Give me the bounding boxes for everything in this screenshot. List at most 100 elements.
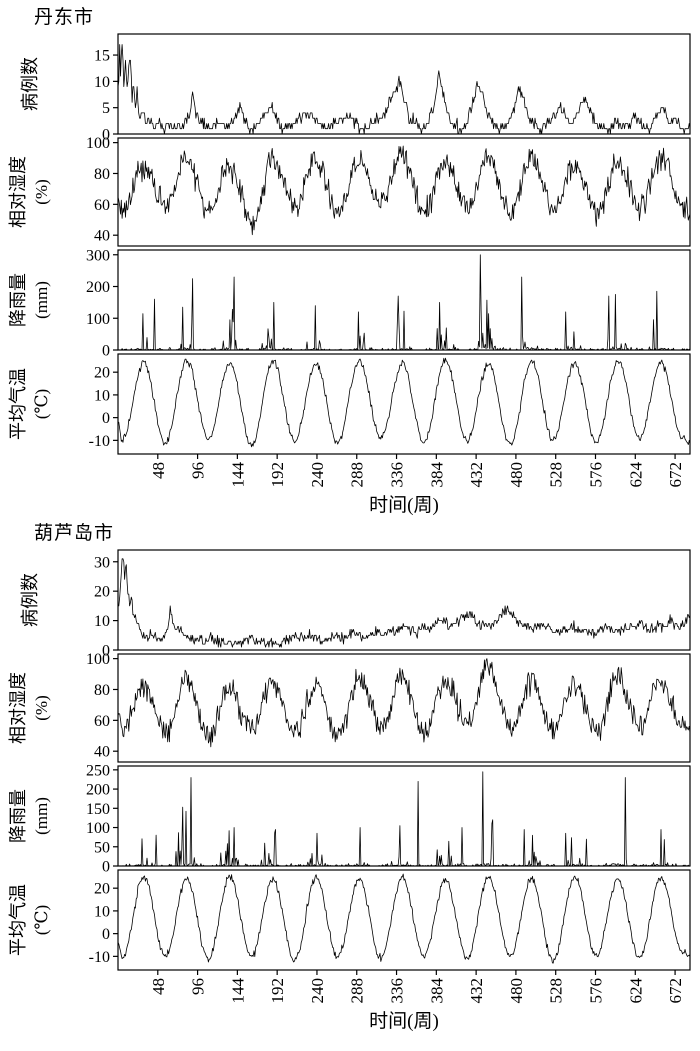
x-tick-label: 528: [547, 978, 566, 1004]
x-tick-label: 240: [308, 462, 327, 488]
humidity-series-line: [117, 658, 691, 748]
x-tick-label: 192: [268, 978, 287, 1004]
y-tick-label: 0: [102, 343, 110, 360]
y-tick-label: 0: [102, 859, 110, 876]
y-tick-label: 15: [94, 48, 110, 65]
x-axis-title-dandong: 时间(周): [369, 495, 439, 516]
y-axis-label: 病例数: [20, 573, 40, 627]
cases-series-line: [118, 558, 691, 648]
cases-series-line: [117, 44, 691, 135]
y-axis-label: 相对湿度: [8, 672, 28, 744]
temperature-series-line: [117, 873, 691, 964]
y-tick-label: 20: [94, 881, 110, 898]
y-tick-label: 100: [86, 651, 110, 668]
x-tick-label: 96: [189, 462, 208, 479]
y-axis-label: 平均气温: [8, 368, 28, 440]
x-tick-label: 576: [586, 978, 605, 1004]
y-tick-label: 20: [94, 584, 110, 601]
y-axis-label: 相对湿度: [8, 156, 28, 228]
y-tick-label: 30: [94, 554, 110, 571]
y-tick-label: 150: [86, 801, 110, 818]
y-tick-label: 60: [94, 713, 110, 730]
x-tick-label: 528: [547, 462, 566, 488]
y-axis-unit-label: (℃): [32, 905, 51, 935]
plot-frame: [117, 137, 691, 247]
y-tick-label: 200: [86, 782, 110, 799]
panel-huludao: 葫芦岛市 0 10 20 30 病例数 40 60 80 100 相对湿度 (%) 0 50 100 150…: [0, 520, 700, 1036]
panel-title-dandong: 丹东市: [34, 7, 95, 28]
x-tick-label: 192: [268, 462, 287, 488]
plot-frame: [117, 549, 691, 651]
dandong-charts: 0 5 10 15 病例数 40 60 80 100 相对湿度 (%) 0 100 200 300 降雨量 (m…: [0, 30, 700, 494]
y-tick-label: 20: [94, 365, 110, 382]
x-tick-label: 288: [348, 978, 367, 1004]
y-tick-label: -10: [89, 949, 110, 966]
y-tick-label: 0: [102, 926, 110, 943]
y-axis-unit-label: (mm): [32, 281, 51, 319]
y-tick-label: 10: [94, 613, 110, 630]
x-tick-label: 144: [228, 978, 247, 1004]
humidity-series-line: [117, 145, 691, 236]
y-tick-label: 0: [102, 127, 110, 144]
x-tick-label: 432: [467, 462, 486, 488]
y-tick-label: 0: [102, 643, 110, 660]
y-tick-label: 100: [86, 820, 110, 837]
x-tick-label: 672: [666, 462, 685, 488]
x-tick-label: 624: [626, 978, 645, 1004]
y-tick-label: 40: [94, 228, 110, 245]
y-axis-label: 降雨量: [8, 273, 28, 327]
x-tick-label: 624: [626, 462, 645, 488]
x-axis-title-huludao: 时间(周): [369, 1011, 439, 1032]
y-axis-unit-label: (%): [32, 179, 51, 204]
x-tick-label: 384: [427, 462, 446, 488]
y-tick-label: 50: [94, 839, 110, 856]
y-axis-unit-label: (℃): [32, 389, 51, 419]
x-tick-label: 48: [149, 978, 168, 995]
y-tick-label: 100: [86, 135, 110, 152]
x-tick-label: 48: [149, 462, 168, 479]
x-tick-label: 432: [467, 978, 486, 1004]
y-axis-label: 降雨量: [8, 789, 28, 843]
panel-title-huludao: 葫芦岛市: [34, 523, 115, 544]
x-tick-label: 576: [586, 462, 605, 488]
y-tick-label: 10: [94, 387, 110, 404]
y-tick-label: 100: [86, 311, 110, 328]
x-tick-label: 336: [388, 462, 407, 488]
y-tick-label: 10: [94, 903, 110, 920]
x-tick-label: 384: [427, 978, 446, 1004]
y-tick-label: 60: [94, 197, 110, 214]
y-tick-label: 0: [102, 410, 110, 427]
y-tick-label: -10: [89, 433, 110, 450]
x-tick-label: 240: [308, 978, 327, 1004]
x-tick-label: 144: [228, 462, 247, 488]
y-tick-label: 5: [102, 100, 110, 117]
y-tick-label: 10: [94, 74, 110, 91]
huludao-charts: 0 10 20 30 病例数 40 60 80 100 相对湿度 (%) 0 50 100 150 200 25…: [0, 546, 700, 1010]
y-tick-label: 200: [86, 279, 110, 296]
panel-dandong: 丹东市 0 5 10 15 病例数 40 60 80 100 相对湿度 (%) 0 100 200 300 降…: [0, 4, 700, 520]
plot-frame: [117, 765, 691, 867]
y-tick-label: 40: [94, 744, 110, 761]
y-tick-label: 300: [86, 247, 110, 264]
plot-frame: [117, 249, 691, 351]
y-axis-label: 平均气温: [8, 884, 28, 956]
plot-frame: [117, 653, 691, 763]
y-axis-label: 病例数: [20, 57, 40, 111]
y-axis-unit-label: (%): [32, 695, 51, 720]
x-tick-label: 672: [666, 978, 685, 1004]
x-tick-label: 480: [507, 978, 526, 1004]
x-tick-label: 96: [189, 978, 208, 995]
x-tick-label: 480: [507, 462, 526, 488]
x-tick-label: 288: [348, 462, 367, 488]
temperature-series-line: [117, 357, 691, 448]
y-tick-label: 250: [86, 762, 110, 779]
y-tick-label: 80: [94, 166, 110, 183]
plot-frame: [117, 353, 691, 455]
y-tick-label: 80: [94, 682, 110, 699]
rain-series-line: [118, 254, 691, 351]
rain-series-line: [118, 771, 691, 867]
y-axis-unit-label: (mm): [32, 797, 51, 835]
